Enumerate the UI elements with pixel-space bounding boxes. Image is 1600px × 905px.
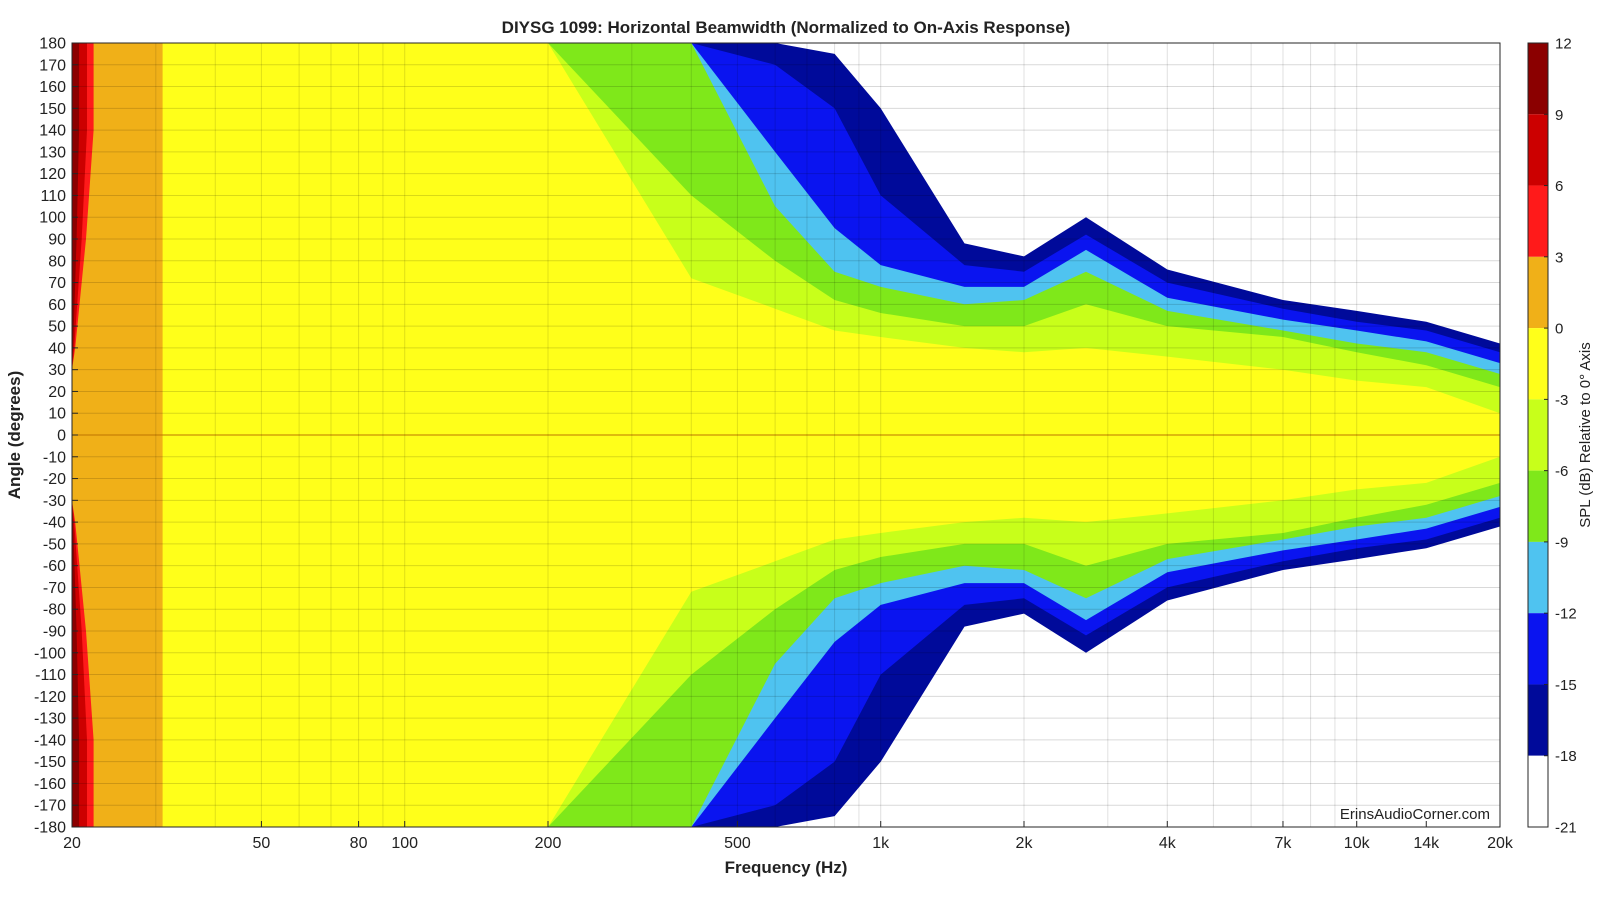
y-tick-label: 170 <box>39 57 66 74</box>
gridlines <box>72 42 1500 828</box>
colorbar-tick-label: -21 <box>1555 820 1577 837</box>
y-tick-label: -180 <box>34 820 66 837</box>
y-tick-label: 30 <box>48 362 66 379</box>
y-tick-label: 60 <box>48 297 66 314</box>
x-tick-label: 4k <box>1159 835 1177 852</box>
y-tick-label: 120 <box>39 166 66 183</box>
y-tick-label: 0 <box>57 428 66 445</box>
x-axis-label: Frequency (Hz) <box>725 858 848 877</box>
x-tick-label: 50 <box>253 835 271 852</box>
y-tick-label: -130 <box>34 711 66 728</box>
colorbar-swatch <box>1528 755 1548 827</box>
colorbar-swatch <box>1528 399 1548 471</box>
y-tick-label: -40 <box>43 515 66 532</box>
colorbar-tick-label: -9 <box>1555 534 1568 551</box>
y-tick-label: -160 <box>34 776 66 793</box>
x-tick-label: 1k <box>872 835 890 852</box>
y-tick-label: 110 <box>40 188 66 205</box>
y-tick-label: -30 <box>43 493 66 510</box>
x-tick-label: 80 <box>350 835 368 852</box>
y-tick-label: 40 <box>48 340 66 357</box>
colorbar-swatch <box>1528 613 1548 685</box>
chart-title: DIYSG 1099: Horizontal Beamwidth (Normal… <box>502 18 1071 37</box>
x-tick-label: 20 <box>63 835 81 852</box>
colorbar-tick-label: 12 <box>1555 36 1572 53</box>
colorbar-swatch <box>1528 43 1548 115</box>
y-tick-label: -80 <box>43 602 66 619</box>
y-tick-label: 140 <box>39 123 66 140</box>
colorbar-swatch <box>1528 256 1548 329</box>
y-tick-label: -170 <box>34 798 66 815</box>
y-tick-label: 80 <box>48 253 66 270</box>
colorbar-swatch <box>1528 541 1548 614</box>
y-tick-label: -10 <box>43 449 66 466</box>
colorbar-tick-label: 3 <box>1555 249 1563 266</box>
colorbar-swatch <box>1528 114 1548 186</box>
y-tick-label: 180 <box>39 36 66 53</box>
colorbar-swatch <box>1528 470 1548 542</box>
colorbar-tick-label: 9 <box>1555 107 1563 124</box>
colorbar-tick-label: -3 <box>1555 392 1568 409</box>
colorbar-tick-label: -6 <box>1555 463 1568 480</box>
y-tick-label: 50 <box>48 319 66 336</box>
colorbar-swatch <box>1528 185 1548 257</box>
y-tick-label: -60 <box>43 558 66 575</box>
axes: 20 50 80 100 200 500 1k 2k 4k 7k 10k 14k 20k18017016… <box>34 36 1514 853</box>
y-tick-label: -150 <box>34 754 66 771</box>
x-tick-label: 7k <box>1275 835 1293 852</box>
x-tick-label: 14k <box>1413 835 1440 852</box>
x-tick-label: 200 <box>535 835 562 852</box>
y-tick-label: -100 <box>34 645 66 662</box>
watermark-text: ErinsAudioCorner.com <box>1340 806 1490 823</box>
y-axis-label: Angle (degrees) <box>5 371 24 499</box>
y-tick-label: -70 <box>43 580 66 597</box>
colorbar: 12 9 6 3 0 -3 -6 -9 -12 -15 -18 -21 <box>1527 36 1577 837</box>
y-tick-label: 20 <box>48 384 66 401</box>
y-tick-label: 10 <box>48 406 66 423</box>
colorbar-tick-label: 6 <box>1555 178 1563 195</box>
y-tick-label: 160 <box>39 79 66 96</box>
x-tick-label: 20k <box>1487 835 1514 852</box>
y-tick-label: -110 <box>35 667 66 684</box>
x-tick-label: 10k <box>1344 835 1371 852</box>
colorbar-tick-label: -18 <box>1555 748 1577 765</box>
y-tick-label: 90 <box>48 232 66 249</box>
y-tick-label: -20 <box>43 471 66 488</box>
y-tick-label: 70 <box>48 275 66 292</box>
colorbar-label: SPL (dB) Relative to 0° Axis <box>1577 342 1594 528</box>
x-tick-label: 500 <box>724 835 751 852</box>
y-tick-label: -120 <box>34 689 66 706</box>
colorbar-swatch <box>1528 684 1548 756</box>
y-tick-label: 100 <box>39 210 66 227</box>
colorbar-tick-label: -15 <box>1555 677 1577 694</box>
colorbar-tick-label: -12 <box>1555 606 1577 623</box>
x-tick-label: 100 <box>391 835 418 852</box>
y-tick-label: 150 <box>39 101 66 118</box>
y-tick-label: 130 <box>39 144 66 161</box>
colorbar-tick-label: 0 <box>1555 321 1563 338</box>
x-tick-label: 2k <box>1016 835 1034 852</box>
colorbar-swatch <box>1528 328 1548 400</box>
y-tick-label: -50 <box>43 536 66 553</box>
y-tick-label: -90 <box>43 624 66 641</box>
y-tick-label: -140 <box>34 732 66 749</box>
colorbar-frame <box>1527 42 1549 828</box>
